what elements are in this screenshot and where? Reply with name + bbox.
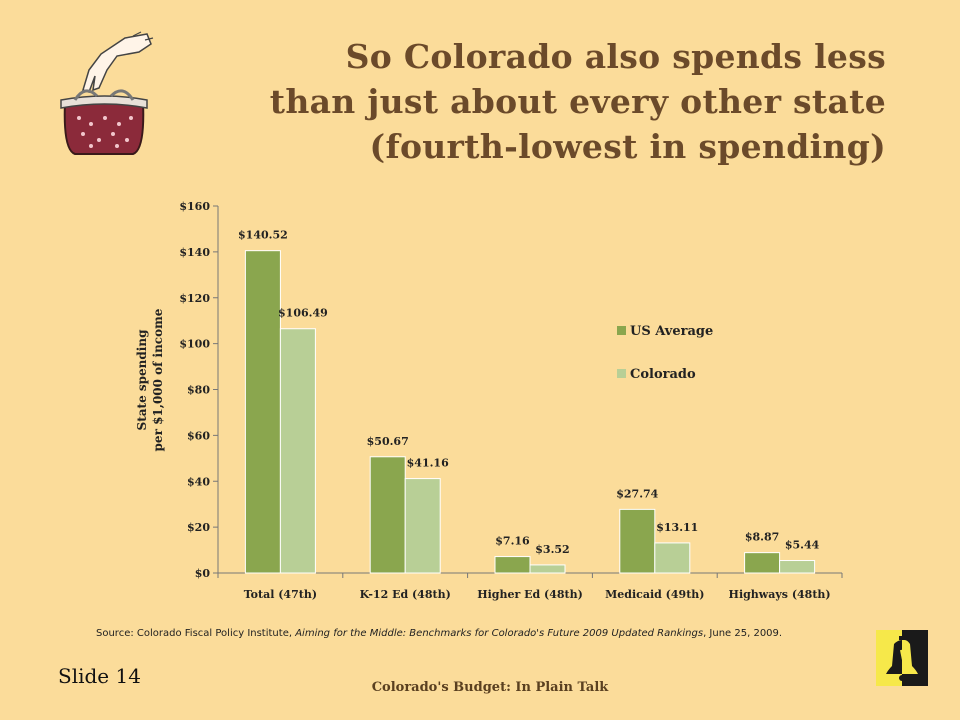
y-tick-label: $160 <box>179 200 210 213</box>
bar-colorado <box>529 564 566 574</box>
title-line-1: So Colorado also spends less <box>345 37 886 76</box>
data-label: $7.16 <box>495 535 530 548</box>
x-tick-label: Higher Ed (48th) <box>477 588 583 601</box>
bar-colorado <box>404 478 441 574</box>
y-tick-label: $80 <box>187 384 210 397</box>
y-axis-label-line-1: State spending <box>135 329 149 431</box>
data-label: $13.11 <box>656 521 698 534</box>
legend-label: US Average <box>630 324 713 339</box>
data-label: $5.44 <box>785 539 820 552</box>
y-tick-label: $40 <box>187 475 210 488</box>
x-tick-label: Highways (48th) <box>729 588 831 601</box>
data-label: $106.49 <box>278 307 328 320</box>
slide-title: So Colorado also spends less than just a… <box>150 34 886 169</box>
y-tick-label: $100 <box>179 338 210 351</box>
legend-swatch-colorado <box>617 369 626 378</box>
y-tick-label: $0 <box>195 567 211 580</box>
y-tick-label: $20 <box>187 521 210 534</box>
data-label: $41.16 <box>407 457 449 470</box>
bar-us-average <box>369 456 406 574</box>
y-tick-label: $140 <box>179 246 210 259</box>
bar-colorado <box>279 328 316 574</box>
bars: $140.52 $106.49 $50.67 $41.16 $7.16 $3.52 $27.… <box>238 229 820 574</box>
y-axis-label-line-2: per $1,000 of income <box>151 308 165 451</box>
data-label: $8.87 <box>745 531 779 544</box>
y-axis-title: State spending per $1,000 of income <box>135 308 165 451</box>
legend-label: Colorado <box>630 367 696 382</box>
data-label: $3.52 <box>535 543 569 556</box>
slide-number: Slide 14 <box>58 664 141 688</box>
purse-icon <box>60 31 154 155</box>
legend: US Average Colorado <box>617 324 713 382</box>
footer-text: Colorado's Budget: In Plain Talk <box>371 680 609 695</box>
bar-us-average <box>494 556 531 574</box>
bar-colorado <box>779 560 816 574</box>
source-note: Source: Colorado Fiscal Policy Institute… <box>96 628 856 639</box>
data-label: $140.52 <box>238 229 288 242</box>
data-label: $27.74 <box>616 487 658 500</box>
bar-us-average <box>744 552 781 574</box>
axes: $0 $20 $40 $60 $80 $100 $120 $140 $160 Total (47t… <box>179 200 843 601</box>
x-tick-label: Medicaid (49th) <box>605 588 704 601</box>
bar-us-average <box>244 250 281 574</box>
source-prefix: Source: Colorado Fiscal Policy Institute… <box>96 628 296 639</box>
data-label: $50.67 <box>367 435 409 448</box>
y-tick-label: $60 <box>187 429 210 442</box>
x-tick-label: Total (47th) <box>244 588 317 601</box>
bar-us-average <box>619 508 656 574</box>
source-suffix: , June 25, 2009. <box>703 628 783 639</box>
title-line-3: (fourth-lowest in spending) <box>369 127 886 166</box>
bar-colorado <box>654 542 691 574</box>
y-tick-label: $120 <box>179 292 210 305</box>
title-line-2: than just about every other state <box>269 82 886 121</box>
x-tick-label: K-12 Ed (48th) <box>360 588 451 601</box>
legend-swatch-us-average <box>617 326 626 335</box>
source-title: Aiming for the Middle: Benchmarks for Co… <box>295 628 704 639</box>
liberty-bell-icon <box>876 630 928 686</box>
